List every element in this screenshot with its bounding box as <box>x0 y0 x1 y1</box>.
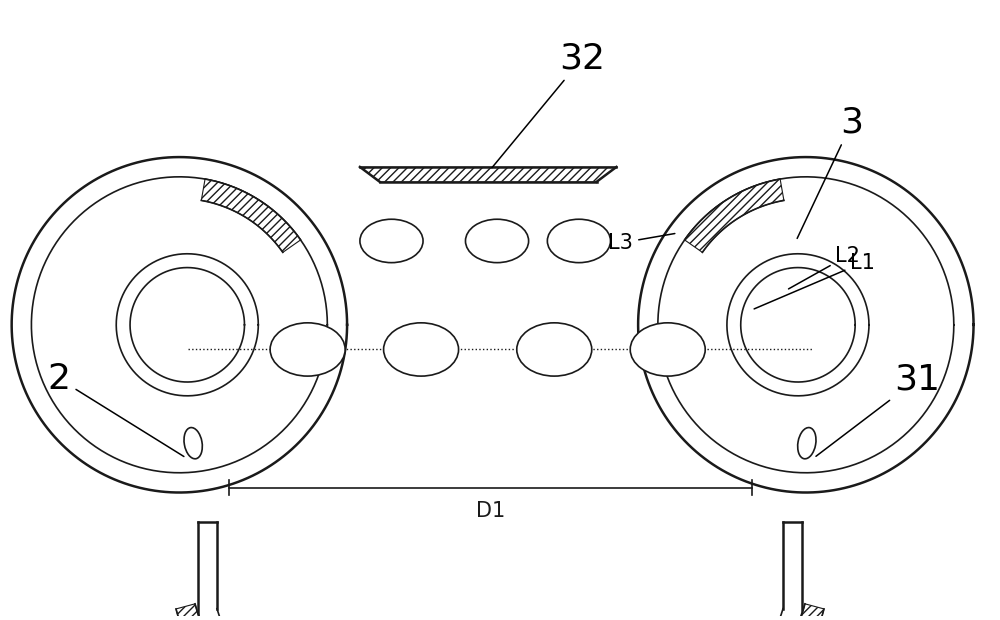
Ellipse shape <box>184 428 202 459</box>
Ellipse shape <box>360 219 423 263</box>
Polygon shape <box>360 167 616 182</box>
Text: 31: 31 <box>816 362 941 456</box>
Ellipse shape <box>384 323 459 376</box>
Ellipse shape <box>798 428 816 459</box>
Text: 2: 2 <box>48 362 184 456</box>
Ellipse shape <box>630 323 705 376</box>
Text: L3: L3 <box>608 233 675 253</box>
Text: D1: D1 <box>476 502 505 521</box>
Ellipse shape <box>270 323 345 376</box>
Polygon shape <box>201 179 301 252</box>
Polygon shape <box>658 604 824 620</box>
Text: 32: 32 <box>492 42 605 168</box>
Polygon shape <box>685 179 784 252</box>
Ellipse shape <box>465 219 529 263</box>
Text: L2: L2 <box>789 246 860 289</box>
Ellipse shape <box>547 219 610 263</box>
Ellipse shape <box>517 323 592 376</box>
Text: L1: L1 <box>754 252 875 309</box>
Text: 3: 3 <box>797 105 863 239</box>
Polygon shape <box>176 604 342 620</box>
